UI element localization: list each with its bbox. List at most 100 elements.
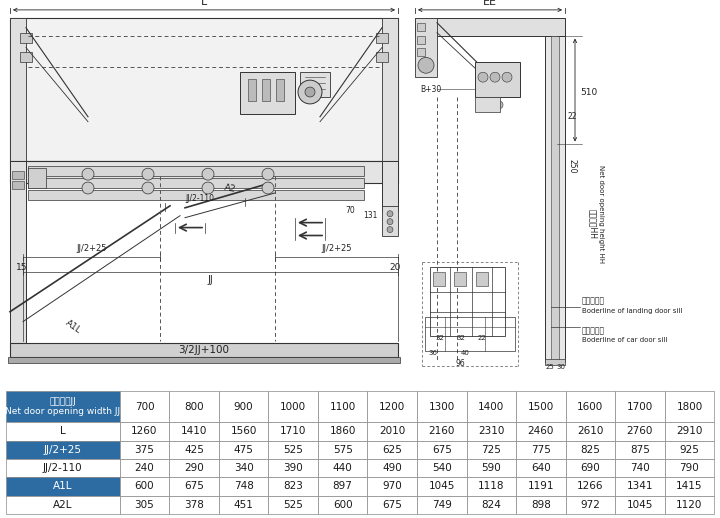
Bar	[10, 161, 26, 344]
Bar	[219, 477, 269, 496]
Bar	[367, 391, 417, 422]
Bar	[615, 391, 665, 422]
Text: 70: 70	[345, 206, 355, 215]
Bar	[248, 79, 256, 101]
Bar	[269, 477, 318, 496]
Bar	[467, 422, 516, 441]
Bar	[516, 422, 566, 441]
Text: 305: 305	[135, 500, 154, 510]
Text: 451: 451	[233, 500, 253, 510]
Text: Boderline of landing door sill: Boderline of landing door sill	[582, 308, 683, 314]
Bar	[417, 49, 425, 56]
Bar	[376, 33, 388, 42]
Bar	[10, 343, 398, 357]
Text: 575: 575	[333, 445, 353, 455]
Bar	[28, 168, 46, 188]
Bar	[516, 459, 566, 477]
Text: 30: 30	[557, 364, 565, 370]
Bar	[382, 18, 398, 161]
Text: JJ/2+25: JJ/2+25	[44, 445, 82, 455]
Circle shape	[387, 211, 393, 217]
Text: 590: 590	[482, 463, 501, 473]
Bar	[566, 459, 615, 477]
Bar	[615, 422, 665, 441]
Text: 525: 525	[283, 445, 303, 455]
Bar	[551, 36, 559, 362]
Bar	[169, 496, 219, 514]
Text: 875: 875	[630, 445, 650, 455]
Text: 1410: 1410	[181, 426, 207, 436]
Bar	[219, 422, 269, 441]
Text: 22: 22	[567, 112, 577, 121]
Bar	[318, 441, 367, 459]
Text: 1710: 1710	[280, 426, 306, 436]
Text: L: L	[60, 426, 66, 436]
Bar	[454, 272, 466, 286]
Bar	[6, 477, 120, 496]
Text: 25: 25	[546, 364, 554, 370]
Bar	[300, 72, 330, 97]
Text: 640: 640	[531, 463, 551, 473]
Bar	[665, 477, 714, 496]
Circle shape	[305, 87, 315, 97]
Text: 250: 250	[567, 159, 576, 174]
Text: 375: 375	[135, 445, 154, 455]
Bar	[417, 36, 425, 44]
Text: 净开门宽JJ
Net door opening width JJ: 净开门宽JJ Net door opening width JJ	[5, 397, 120, 416]
Text: 32: 32	[436, 336, 444, 341]
Text: 240: 240	[135, 463, 154, 473]
Text: 2010: 2010	[379, 426, 405, 436]
Bar	[120, 422, 169, 441]
Text: 897: 897	[333, 481, 353, 492]
Text: 748: 748	[233, 481, 253, 492]
Bar	[12, 171, 24, 179]
Circle shape	[82, 182, 94, 194]
Text: 1800: 1800	[676, 401, 703, 412]
Bar	[318, 459, 367, 477]
Bar	[615, 441, 665, 459]
Bar	[545, 36, 565, 362]
Text: 749: 749	[432, 500, 451, 510]
Bar	[318, 391, 367, 422]
Bar	[276, 79, 284, 101]
Text: 900: 900	[234, 401, 253, 412]
Bar	[269, 459, 318, 477]
Bar	[417, 477, 467, 496]
Bar	[169, 391, 219, 422]
Bar	[169, 422, 219, 441]
Text: 600: 600	[333, 500, 353, 510]
Text: 700: 700	[135, 401, 154, 412]
Bar	[240, 72, 295, 114]
Bar	[6, 496, 120, 514]
Text: 1100: 1100	[330, 401, 356, 412]
Text: 824: 824	[482, 500, 501, 510]
Text: 898: 898	[531, 500, 551, 510]
Circle shape	[262, 182, 274, 194]
Text: EE: EE	[483, 0, 497, 7]
Bar	[417, 459, 467, 477]
Bar	[6, 422, 120, 441]
Bar	[28, 190, 364, 200]
Bar	[615, 477, 665, 496]
Text: 2460: 2460	[528, 426, 554, 436]
Bar	[120, 459, 169, 477]
Bar	[219, 391, 269, 422]
Text: 1560: 1560	[230, 426, 257, 436]
Bar	[516, 477, 566, 496]
Bar	[120, 391, 169, 422]
Circle shape	[202, 182, 214, 194]
Bar	[417, 422, 467, 441]
Bar	[376, 52, 388, 62]
Text: 600: 600	[135, 481, 154, 492]
Bar	[219, 441, 269, 459]
Bar	[516, 441, 566, 459]
Bar	[382, 161, 398, 211]
Bar	[6, 459, 120, 477]
Bar	[120, 496, 169, 514]
Text: 1045: 1045	[626, 500, 653, 510]
Text: A1L: A1L	[63, 318, 83, 335]
Text: 440: 440	[333, 463, 353, 473]
Text: 1700: 1700	[627, 401, 653, 412]
Text: 290: 290	[184, 463, 204, 473]
Text: 2310: 2310	[478, 426, 505, 436]
